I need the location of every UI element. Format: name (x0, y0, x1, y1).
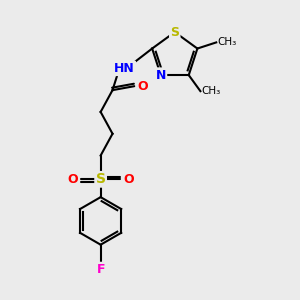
Text: S: S (170, 26, 179, 39)
Text: N: N (156, 69, 166, 82)
Text: S: S (96, 172, 106, 186)
Text: F: F (96, 263, 105, 276)
Text: CH₃: CH₃ (201, 86, 220, 96)
Text: O: O (123, 173, 134, 186)
Text: CH₃: CH₃ (217, 38, 236, 47)
Text: HN: HN (114, 62, 135, 75)
Text: O: O (137, 80, 148, 93)
Text: O: O (68, 173, 78, 186)
